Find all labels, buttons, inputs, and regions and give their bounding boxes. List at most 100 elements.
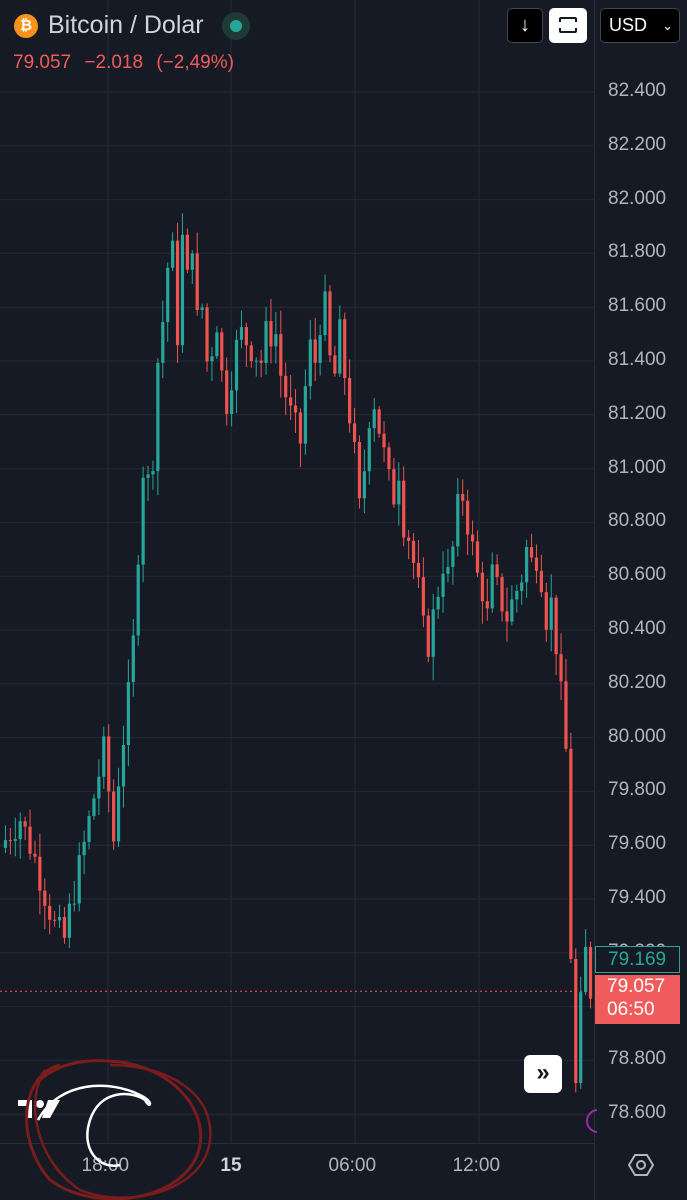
- candle: [3, 825, 8, 854]
- price-change-percent: (−2,49%): [156, 52, 234, 73]
- price-tick-label: 81.400: [608, 349, 667, 370]
- candle: [48, 894, 52, 935]
- candle: [210, 347, 214, 382]
- price-tick-label: 82.000: [608, 187, 667, 209]
- candle: [333, 345, 337, 377]
- candle: [185, 228, 189, 274]
- candle: [529, 533, 534, 563]
- candle: [23, 816, 27, 841]
- price-tick-label: 81.000: [608, 456, 667, 478]
- candle: [57, 904, 62, 929]
- candle: [264, 306, 268, 375]
- candle: [234, 329, 239, 414]
- candle: [254, 357, 258, 377]
- candle: [180, 213, 185, 353]
- candle: [62, 907, 67, 944]
- price-tick-label: 82.200: [608, 133, 667, 155]
- candle: [549, 574, 553, 652]
- price-tick-label: 81.200: [608, 402, 667, 424]
- candle: [559, 633, 563, 701]
- candle: [18, 812, 22, 859]
- candle: [195, 232, 199, 316]
- candle: [574, 948, 578, 1093]
- candle: [466, 489, 470, 556]
- price-tick-label: 79.600: [608, 833, 667, 855]
- candle: [77, 842, 81, 912]
- candle: [515, 584, 519, 613]
- candle: [461, 479, 465, 516]
- candle: [480, 561, 484, 624]
- price-tick-label: 80.400: [608, 618, 667, 639]
- candle: [289, 374, 293, 420]
- candle: [92, 793, 96, 820]
- candle: [421, 557, 425, 628]
- candle: [584, 929, 588, 996]
- candle: [436, 586, 440, 619]
- time-axis-divider: [0, 1143, 595, 1144]
- candle: [190, 250, 194, 284]
- candle: [338, 305, 342, 378]
- candle: [293, 389, 298, 433]
- scroll-to-realtime-button[interactable]: »: [524, 1055, 562, 1093]
- ask-price-tag: 79.169: [595, 946, 680, 973]
- candle: [564, 658, 568, 752]
- candle: [244, 322, 248, 368]
- last-price-tag: 79.057 06:50: [595, 975, 680, 1024]
- candle: [343, 312, 347, 395]
- candle: [579, 976, 583, 1089]
- candle: [323, 274, 327, 342]
- candle: [303, 369, 307, 455]
- candle: [367, 421, 371, 485]
- candle: [175, 222, 180, 363]
- download-button[interactable]: ↓: [507, 8, 543, 43]
- candle: [171, 232, 175, 272]
- candle: [328, 285, 332, 363]
- candle: [456, 478, 460, 557]
- candle: [525, 539, 529, 598]
- candle: [107, 724, 111, 813]
- price-change: −2.018: [84, 52, 144, 73]
- candle: [43, 878, 47, 930]
- price-quote: 79.057 −2.018 (−2,49%): [13, 52, 242, 74]
- settings-icon[interactable]: [628, 1152, 654, 1178]
- market-status-icon[interactable]: [222, 12, 250, 40]
- hand-drawn-annotation: [25, 1059, 212, 1200]
- candle: [249, 341, 253, 368]
- candle: [520, 574, 524, 605]
- fullscreen-button[interactable]: [549, 8, 587, 43]
- candle: [475, 530, 480, 578]
- event-marker-icon[interactable]: [585, 1108, 597, 1134]
- candle: [136, 555, 140, 646]
- candle: [112, 779, 116, 850]
- candle: [495, 554, 499, 586]
- candle: [205, 303, 209, 372]
- tradingview-logo[interactable]: [18, 1096, 68, 1122]
- candle: [348, 359, 352, 433]
- symbol-title[interactable]: Bitcoin / Dolar: [48, 11, 204, 39]
- candle: [116, 767, 121, 847]
- candle: [279, 310, 283, 398]
- candle: [82, 830, 86, 875]
- candle: [377, 406, 381, 438]
- candle: [539, 554, 543, 598]
- candle: [318, 324, 322, 376]
- time-tick-label: 06:00: [328, 1155, 377, 1176]
- candle: [505, 587, 509, 642]
- candle: [72, 880, 76, 912]
- candlestick-chart[interactable]: [0, 0, 595, 1143]
- candle: [372, 398, 376, 442]
- bitcoin-icon: ₿: [14, 14, 38, 38]
- price-tick-label: 78.600: [608, 1102, 667, 1124]
- candle: [411, 533, 416, 580]
- candle: [490, 552, 494, 613]
- currency-select[interactable]: USD ⌄: [600, 8, 680, 43]
- candle: [259, 349, 263, 378]
- candle: [426, 608, 430, 663]
- price-tick-label: 79.400: [608, 887, 667, 908]
- candle: [151, 460, 155, 490]
- candle: [166, 262, 170, 342]
- candle: [156, 358, 160, 496]
- candle: [87, 810, 91, 850]
- candle: [554, 594, 558, 675]
- candle: [470, 520, 475, 556]
